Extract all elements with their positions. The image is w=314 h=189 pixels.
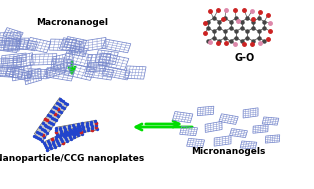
Text: Macronanogel: Macronanogel	[36, 18, 108, 27]
Polygon shape	[35, 98, 67, 142]
Text: Nanoparticle/CCG nanoplates: Nanoparticle/CCG nanoplates	[0, 154, 145, 163]
Polygon shape	[56, 120, 96, 137]
Text: Micronanogels: Micronanogels	[191, 147, 265, 156]
Polygon shape	[45, 125, 81, 152]
Text: G-O: G-O	[235, 53, 255, 63]
